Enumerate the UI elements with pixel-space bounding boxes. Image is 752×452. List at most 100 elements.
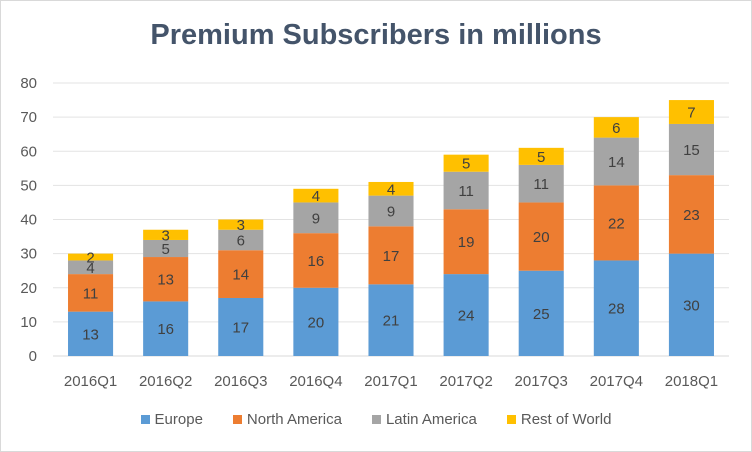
data-label: 15 xyxy=(683,142,700,159)
legend-label: North America xyxy=(246,411,342,428)
data-label: 13 xyxy=(82,326,99,343)
bar-segment-north-america xyxy=(143,257,189,302)
data-label: 5 xyxy=(161,241,169,258)
legend-item: Rest of World xyxy=(506,411,612,428)
legend-swatch xyxy=(140,415,150,424)
bar-segment-north-america xyxy=(68,274,114,312)
bar-segment-europe xyxy=(368,284,414,356)
y-tick-label: 0 xyxy=(29,348,37,365)
bar-segment-latin-america xyxy=(668,123,714,176)
bar-segment-europe xyxy=(218,297,264,356)
bar-segment-rest-of-world xyxy=(593,117,639,138)
x-tick-label: 2016Q3 xyxy=(214,373,267,390)
bar-segment-europe xyxy=(68,311,114,356)
bar-segment-europe xyxy=(443,274,489,356)
data-label: 3 xyxy=(237,217,245,234)
bar-segment-latin-america xyxy=(518,164,564,203)
data-label: 9 xyxy=(312,210,320,227)
legend-label: Rest of World xyxy=(520,411,612,428)
bar-segment-latin-america xyxy=(593,137,639,186)
bar-segment-europe xyxy=(668,253,714,356)
chart-legend: Europe North America Latin America Rest of … xyxy=(1,411,751,428)
data-label: 4 xyxy=(387,181,395,198)
data-label: 24 xyxy=(458,308,475,325)
data-label: 30 xyxy=(683,297,700,314)
data-label: 16 xyxy=(157,321,174,338)
data-label: 14 xyxy=(232,267,249,284)
legend-item: Latin America xyxy=(371,411,477,428)
bar-segment-rest-of-world xyxy=(443,154,489,172)
y-tick-label: 10 xyxy=(20,314,37,331)
bar-segment-north-america xyxy=(368,226,414,285)
bar-segment-north-america xyxy=(668,175,714,254)
y-tick-label: 50 xyxy=(20,177,37,194)
bar-segment-europe xyxy=(593,260,639,356)
y-tick-label: 60 xyxy=(20,143,37,160)
bar-segment-north-america xyxy=(443,209,489,275)
y-tick-label: 40 xyxy=(20,212,37,229)
bar-segment-rest-of-world xyxy=(218,219,264,230)
bar-segment-latin-america xyxy=(368,195,414,227)
bar-segment-europe xyxy=(293,287,339,356)
data-label: 22 xyxy=(608,215,625,232)
legend-label: Europe xyxy=(154,411,203,428)
bar-segment-europe xyxy=(518,270,564,356)
data-label: 4 xyxy=(312,188,320,205)
y-tick-label: 70 xyxy=(20,109,37,126)
x-tick-label: 2016Q2 xyxy=(139,373,192,390)
bar-segment-north-america xyxy=(518,202,564,271)
legend-item: Europe xyxy=(140,411,203,428)
data-label: 16 xyxy=(308,253,325,270)
bar-segment-rest-of-world xyxy=(68,253,114,261)
data-label: 17 xyxy=(232,319,249,336)
chart-title: Premium Subscribers in millions xyxy=(150,19,602,51)
data-label: 21 xyxy=(383,313,400,330)
bar-segment-north-america xyxy=(218,250,264,298)
data-label: 20 xyxy=(308,314,325,331)
data-label: 11 xyxy=(83,285,99,302)
bar-segment-latin-america xyxy=(443,171,489,210)
x-tick-label: 2017Q1 xyxy=(364,373,417,390)
legend-label: Latin America xyxy=(385,411,477,428)
bar-segment-rest-of-world xyxy=(293,188,339,203)
data-label: 6 xyxy=(237,232,245,249)
bar-segment-europe xyxy=(143,301,189,356)
bar-segment-latin-america xyxy=(218,229,264,251)
data-label: 28 xyxy=(608,301,625,318)
y-tick-label: 30 xyxy=(20,246,37,263)
legend-item: North America xyxy=(232,411,342,428)
data-label: 17 xyxy=(383,248,400,265)
x-tick-label: 2017Q3 xyxy=(515,373,568,390)
data-label: 5 xyxy=(537,149,545,166)
data-label: 9 xyxy=(387,203,395,220)
data-label: 14 xyxy=(608,154,625,171)
data-label: 4 xyxy=(86,260,94,277)
x-tick-label: 2016Q1 xyxy=(64,373,117,390)
data-label: 23 xyxy=(683,207,700,224)
legend-swatch xyxy=(506,415,516,424)
data-label: 6 xyxy=(612,120,620,137)
data-label: 3 xyxy=(161,227,169,244)
x-tick-label: 2018Q1 xyxy=(665,373,718,390)
bar-segment-rest-of-world xyxy=(518,147,564,165)
data-label: 13 xyxy=(157,272,174,289)
bar-segment-latin-america xyxy=(143,239,189,258)
x-tick-label: 2016Q4 xyxy=(289,373,342,390)
legend-swatch xyxy=(371,415,381,424)
data-label: 5 xyxy=(462,156,470,173)
data-label: 19 xyxy=(458,234,475,251)
data-label: 11 xyxy=(458,183,474,200)
bar-segment-rest-of-world xyxy=(668,100,714,124)
data-label: 2 xyxy=(86,250,94,267)
bar-segment-latin-america xyxy=(68,260,114,275)
bar-segment-rest-of-world xyxy=(143,229,189,240)
bar-segment-north-america xyxy=(593,185,639,261)
bar-segment-rest-of-world xyxy=(368,181,414,196)
bar-segment-north-america xyxy=(293,233,339,288)
data-label: 25 xyxy=(533,306,550,323)
y-tick-label: 20 xyxy=(20,280,37,297)
data-label: 11 xyxy=(533,176,549,193)
x-tick-label: 2017Q4 xyxy=(590,373,643,390)
